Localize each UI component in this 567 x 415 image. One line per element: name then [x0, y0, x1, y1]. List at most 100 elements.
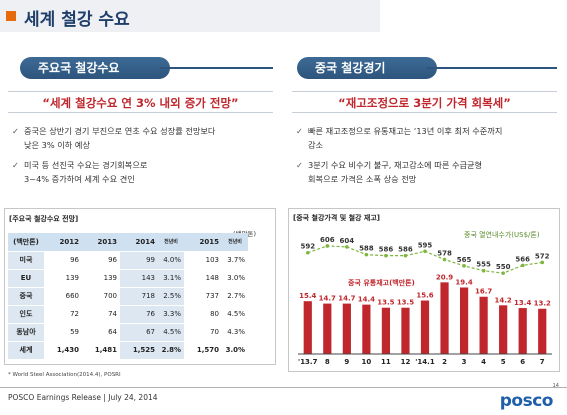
bullet-line: 회복으로 가격은 소폭 상승 전망 — [308, 174, 417, 184]
bullet-line: 빠른 재고조정으로 유통재고는 ‘13년 이후 최저 수준까지 — [308, 126, 503, 136]
check-icon: ✓ — [12, 160, 19, 170]
inventory-bar — [440, 282, 449, 354]
right-headline: “재고조정으로 3분기 가격 회복세” — [292, 91, 557, 113]
row-label: 동남아 — [8, 323, 44, 342]
price-point — [403, 253, 408, 258]
price-data-label: 555 — [476, 261, 491, 269]
inventory-data-label: 15.4 — [299, 292, 316, 300]
price-data-label: 572 — [535, 252, 550, 260]
inventory-bar — [303, 301, 312, 354]
table-cell: 1,430 — [44, 340, 82, 360]
table-header-cell: 전년비 — [222, 233, 248, 252]
page-number: 14 — [552, 383, 559, 389]
table-cell: 3.3% — [158, 305, 184, 324]
table-row: 미국 96 96 99 4.0% 103 3.7% — [8, 251, 248, 270]
chart-title: [중국 철강가격 및 철강 재고] — [293, 214, 380, 222]
left-section-rule — [160, 67, 273, 69]
table-cell: 2.7% — [222, 287, 248, 306]
price-data-label: 595 — [418, 241, 433, 249]
x-tick-label: 5 — [501, 358, 506, 366]
row-label: 인도 — [8, 305, 44, 324]
inventory-bar — [323, 303, 332, 354]
table-cell: 3.0% — [222, 269, 248, 288]
table-cell: 70 — [184, 323, 222, 342]
inventory-data-label: 20.9 — [436, 273, 453, 281]
price-point — [384, 253, 388, 258]
row-label: 미국 — [8, 251, 44, 270]
inventory-data-label: 19.4 — [455, 278, 472, 286]
table-cell: 718 — [120, 287, 158, 306]
table-cell: 1,570 — [184, 340, 222, 360]
table-cell: 96 — [82, 251, 120, 270]
table-cell: 74 — [82, 305, 120, 324]
table-row: 중국 660 700 718 2.5% 737 2.7% — [8, 287, 248, 306]
inventory-bar — [420, 300, 430, 354]
price-point — [481, 268, 486, 273]
price-data-label: 550 — [496, 263, 511, 271]
check-icon: ✓ — [296, 126, 303, 136]
price-data-label: 586 — [398, 246, 413, 254]
right-section-title: 중국 철강경기 — [297, 57, 437, 79]
table-cell: 76 — [120, 305, 158, 324]
table-cell: 139 — [44, 269, 82, 288]
x-tick-label: 4 — [481, 358, 486, 366]
price-point — [540, 260, 545, 265]
table-header-cell: 전년비 — [158, 233, 184, 252]
inventory-data-label: 13.2 — [534, 300, 551, 308]
table-cell: 660 — [44, 287, 82, 306]
bullet-line: 3~4% 증가하여 세계 수요 견인 — [24, 174, 135, 184]
inventory-data-label: 14.2 — [495, 296, 512, 304]
table-cell: 737 — [184, 287, 222, 306]
table-cell: 700 — [82, 287, 120, 306]
inventory-bar — [342, 303, 351, 354]
inventory-bar — [538, 308, 547, 354]
price-data-label: 604 — [340, 237, 355, 245]
x-tick-label: 3 — [462, 358, 467, 366]
inventory-data-label: 13.5 — [377, 299, 394, 307]
title-band — [0, 0, 380, 32]
table-cell: 1,481 — [82, 340, 120, 360]
check-icon: ✓ — [296, 160, 303, 170]
inventory-bar — [362, 304, 371, 354]
price-point — [442, 257, 447, 262]
table-header-cell: 2012 — [44, 233, 82, 252]
inventory-bar — [518, 308, 527, 354]
price-data-label: 586 — [379, 246, 394, 254]
table-row: EU 139 139 143 3.1% 148 3.0% — [8, 269, 248, 288]
x-tick-label: 2 — [442, 358, 447, 366]
table-cell: 1,525 — [120, 340, 158, 360]
check-icon: ✓ — [12, 126, 19, 136]
x-tick-label: '13.7 — [298, 358, 318, 366]
table-cell: 64 — [82, 323, 120, 342]
table-header-cell: 2015 — [184, 233, 222, 252]
inventory-data-label: 15.6 — [416, 292, 433, 300]
legend-label-inventory: 중국 유통재고(백만톤) — [348, 278, 415, 287]
bullet-line: 3분기 수요 비수기 불구, 재고감소에 따른 수급균형 — [308, 160, 483, 170]
price-data-label: 592 — [300, 243, 315, 251]
right-section-rule — [427, 67, 557, 69]
x-tick-label: 10 — [362, 358, 372, 366]
table-header-cell: 2013 — [82, 233, 120, 252]
bullet-line: 미국 등 선진국 수요는 경기회복으로 — [24, 160, 148, 170]
inventory-bar — [499, 305, 508, 354]
table-cell: 80 — [184, 305, 222, 324]
title-bullet-icon — [6, 11, 16, 21]
steel-demand-table: (백만톤) 2012 2013 2014 전년비 2015 전년비 미국 96 … — [8, 233, 248, 360]
bullet-line: 낮은 3% 이하 예상 — [24, 140, 90, 150]
table-cell: 4.3% — [222, 323, 248, 342]
inventory-data-label: 13.5 — [397, 299, 414, 307]
inventory-data-label: 14.7 — [338, 295, 355, 303]
left-headline: “세계 철강수요 연 3% 내외 증가 전망” — [8, 91, 273, 113]
table-row: 동남아 59 64 67 4.5% 70 4.3% — [8, 323, 248, 342]
inventory-bar — [401, 307, 410, 354]
x-tick-label: 9 — [344, 358, 349, 366]
price-point — [305, 250, 310, 255]
price-data-label: 606 — [320, 236, 335, 244]
table-cell: 2.5% — [158, 287, 184, 306]
x-tick-label: 12 — [401, 358, 411, 366]
bullet-line: 중국은 상반기 경기 부진으로 연초 수요 성장률 전망보다 — [24, 126, 216, 136]
inventory-data-label: 14.7 — [319, 295, 336, 303]
footer-text: POSCO Earnings Release | July 24, 2014 — [8, 393, 158, 402]
table-header-cell: 2014 — [120, 233, 158, 252]
table-row: 인도 72 74 76 3.3% 80 4.5% — [8, 305, 248, 324]
